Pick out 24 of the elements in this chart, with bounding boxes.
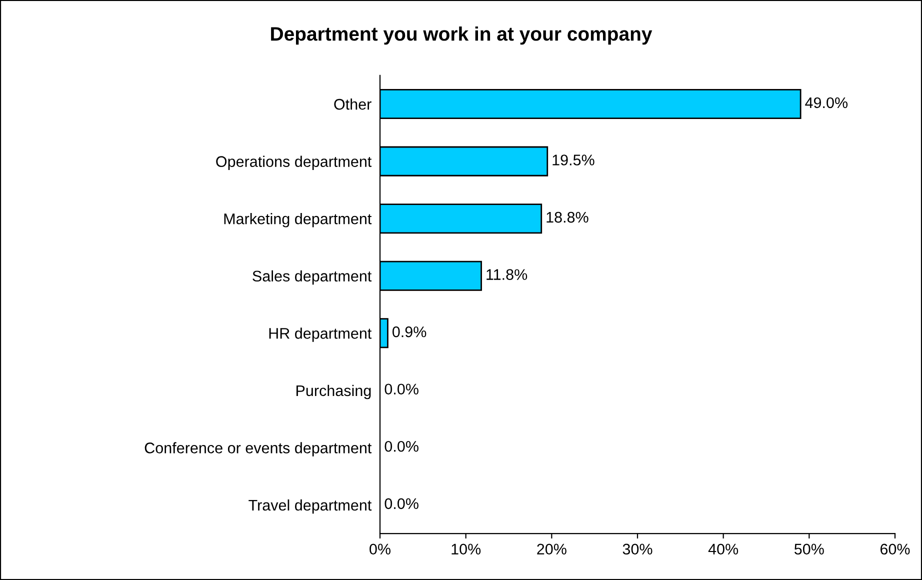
y-tick-label: Conference or events department: [144, 442, 372, 456]
data-label: 18.8%: [546, 212, 588, 223]
y-tick-label: Purchasing: [296, 384, 371, 400]
x-tick-label: 20%: [537, 544, 566, 555]
data-label: 19.5%: [552, 154, 594, 166]
data-label: 11.8%: [486, 269, 528, 280]
y-tick-label: Other: [334, 98, 372, 110]
x-tick-label: 50%: [794, 544, 824, 555]
y-tick-label: Travel department: [248, 499, 372, 514]
data-label: 0.9%: [392, 326, 426, 338]
data-label: 0.0%: [384, 498, 418, 510]
y-tick-label: Marketing department: [224, 213, 372, 228]
data-label: 0.0%: [384, 440, 418, 452]
data-label: 49.0%: [805, 97, 848, 108]
x-tick-label: 0%: [370, 544, 390, 555]
x-tick-label: 30%: [622, 544, 652, 555]
x-tick-label: 10%: [452, 544, 481, 555]
y-tick-label: HR department: [269, 328, 372, 342]
y-tick-label: Sales department: [252, 270, 372, 285]
data-label: 0.0%: [384, 384, 418, 395]
chart-title: Department you work in at your company: [271, 26, 652, 45]
x-tick-label: 40%: [708, 544, 738, 555]
y-tick-label: Operations department: [216, 156, 372, 170]
x-tick-label: 60%: [880, 544, 910, 555]
